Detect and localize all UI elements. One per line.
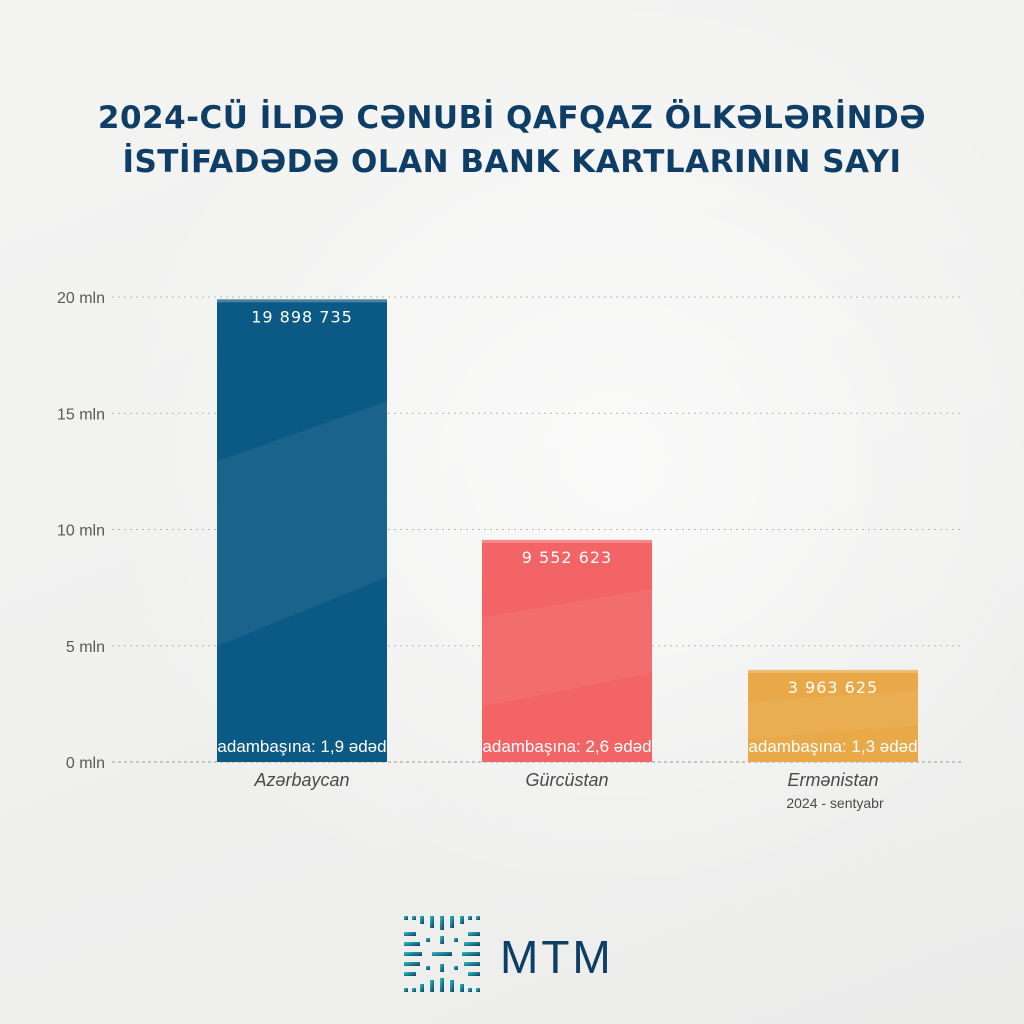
- bar-sheen: [748, 690, 918, 739]
- bar-sheen: [482, 588, 652, 707]
- x-category-sublabel: 2024 - sentyabr: [786, 795, 884, 811]
- bar-value-label: 3 963 625: [788, 678, 878, 697]
- mtm-logo: MTM: [400, 912, 630, 1002]
- bar-per-capita-label: adambaşına: 1,3 ədəd: [748, 737, 917, 756]
- bar-value-label: 19 898 735: [251, 307, 353, 326]
- bar: [482, 539, 652, 762]
- y-tick-label: 15 mln: [57, 406, 105, 423]
- x-category-label: Azərbaycan: [253, 770, 349, 790]
- bar-sheen: [217, 401, 387, 647]
- x-category-label: Ermənistan: [787, 770, 878, 790]
- bar: [748, 669, 918, 762]
- bar-per-capita-label: adambaşına: 1,9 ədəd: [217, 737, 386, 756]
- y-tick-label: 10 mln: [57, 523, 105, 540]
- y-tick-label: 5 mln: [66, 639, 105, 656]
- x-category-label: Gürcüstan: [525, 770, 608, 790]
- bar-top-highlight: [217, 299, 387, 303]
- chart-title-line-1: 2024-CÜ İLDƏ CƏNUBİ QAFQAZ ÖLKƏLƏRİNDƏ: [97, 100, 927, 136]
- y-tick-label: 20 mln: [57, 290, 105, 307]
- y-tick-label: 0 mln: [66, 755, 105, 772]
- bar-top-highlight: [482, 539, 652, 543]
- logo-text: MTM: [500, 931, 614, 983]
- mtm-logo-mark-icon: [404, 916, 480, 992]
- chart-title-line-2: İSTİFADƏDƏ OLAN BANK KARTLARININ SAYI: [122, 144, 902, 180]
- bar-value-label: 9 552 623: [522, 548, 612, 567]
- bar: [217, 299, 387, 762]
- bar-top-highlight: [748, 669, 918, 673]
- chart-title: 2024-CÜ İLDƏ CƏNUBİ QAFQAZ ÖLKƏLƏRİNDƏ İ…: [0, 96, 1024, 184]
- bar-per-capita-label: adambaşına: 2,6 ədəd: [482, 737, 651, 756]
